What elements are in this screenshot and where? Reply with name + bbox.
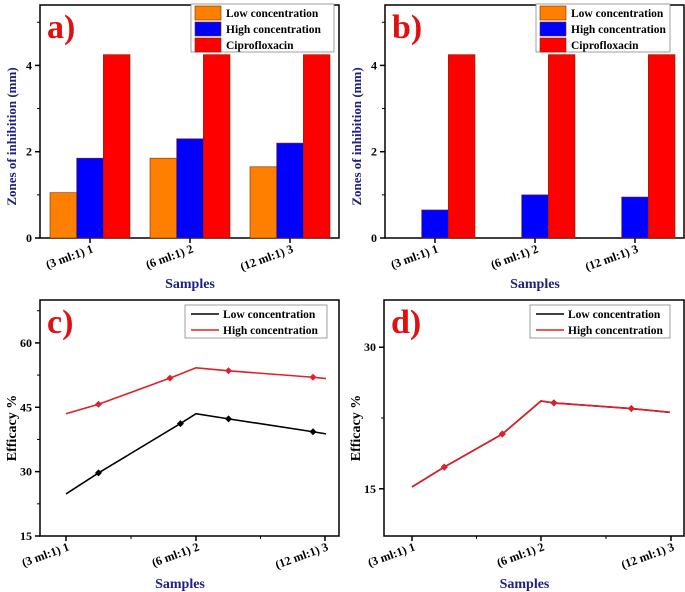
data-point-marker <box>309 428 317 436</box>
bar-ciprofloxacin <box>648 54 676 239</box>
data-point-marker <box>550 399 558 407</box>
legend-label: Low concentration <box>571 8 664 20</box>
legend: Low concentration High concentration <box>184 304 328 339</box>
y-tick-label: 0 <box>371 231 377 245</box>
legend-label: High concentration <box>568 325 663 337</box>
panel-label: b) <box>392 9 422 46</box>
y-tick-label: 15 <box>364 482 376 496</box>
panel-a: 0 2 4 (3 ml:1) 1 (6 ml:1) 2 (12 ml:1) 3 Sample… <box>4 3 340 292</box>
bar-ciprofloxacin <box>448 54 476 239</box>
legend-swatch <box>194 5 222 21</box>
y-axis-title: Efficacy % <box>5 395 20 461</box>
legend-swatch <box>539 5 567 21</box>
x-tick-label: (3 ml:1) 1 <box>44 242 95 272</box>
data-point-marker <box>166 374 174 382</box>
data-point-marker <box>95 400 102 408</box>
x-tick-label: (12 ml:1) 3 <box>583 242 640 274</box>
legend-label: Ciprofloxacin <box>226 40 294 52</box>
y-tick-label: 60 <box>20 336 32 350</box>
y-tick-label: 2 <box>371 145 377 159</box>
y-tick-label: 30 <box>20 465 32 479</box>
y-axis-title: Zones of inhibition (mm) <box>4 67 19 205</box>
line-high-concentration <box>65 366 327 415</box>
bar-high-concentration <box>521 194 549 239</box>
legend: Low concentration High concentration Cipro… <box>535 3 671 53</box>
legend-label: Low concentration <box>226 8 319 20</box>
bar-ciprofloxacin <box>303 54 331 239</box>
x-axis-title: Samples <box>510 277 560 292</box>
panel-label: c) <box>47 304 73 341</box>
panel-c: 15 30 45 60 (3 ml:1) 1 (6 ml:1) 2 (12 ml:1) 3 S… <box>5 299 340 592</box>
legend-label: High concentration <box>223 325 318 337</box>
x-axis-title: Samples <box>165 277 215 292</box>
data-point-marker <box>176 420 184 428</box>
panel-b: 0 2 4 (3 ml:1) 1 (6 ml:1) 2 (12 ml:1) 3 Sample… <box>349 3 685 292</box>
data-point-marker <box>309 373 317 381</box>
bar-ciprofloxacin <box>103 54 131 239</box>
x-tick-label: (12 ml:1) 3 <box>238 242 295 274</box>
bar-low-concentration <box>49 192 77 239</box>
legend-label: Low concentration <box>223 309 316 321</box>
y-tick-label: 0 <box>26 231 32 245</box>
x-axis-title: Samples <box>155 577 205 592</box>
x-tick-label: (3 ml:1) 1 <box>389 242 440 272</box>
x-tick-label: (6 ml:1) 2 <box>495 540 546 570</box>
bar-ciprofloxacin <box>203 54 231 239</box>
bar-high-concentration <box>276 142 304 239</box>
bar-high-concentration <box>621 196 649 239</box>
y-tick-label: 15 <box>20 529 32 543</box>
legend-box <box>529 304 671 339</box>
x-tick-label: (6 ml:1) 2 <box>489 242 540 272</box>
legend-swatch <box>539 37 567 53</box>
line-low-concentration <box>65 412 327 495</box>
panel-label: d) <box>391 304 421 341</box>
data-point-marker <box>225 415 232 423</box>
bar-high-concentration <box>176 138 204 239</box>
x-axis-title: Samples <box>500 577 550 592</box>
panel-d: 15 30 (3 ml:1) 1 (6 ml:1) 2 (12 ml:1) 3 Sampl… <box>349 299 685 592</box>
bar-low-concentration <box>149 157 177 239</box>
legend-label: High concentration <box>571 24 666 36</box>
legend: Low concentration High concentration <box>529 304 671 339</box>
y-axis-title: Efficacy % <box>349 395 364 461</box>
bar-ciprofloxacin <box>548 54 576 239</box>
legend-swatch <box>194 21 222 37</box>
x-tick-label: (12 ml:1) 3 <box>273 540 330 572</box>
x-tick-label: (12 ml:1) 3 <box>619 540 676 572</box>
legend-label: High concentration <box>226 24 321 36</box>
data-point-marker <box>95 469 102 477</box>
data-point-marker <box>498 430 506 438</box>
legend: Low concentration High concentration Cipro… <box>190 3 335 53</box>
x-tick-label: (6 ml:1) 2 <box>144 242 195 272</box>
bar-high-concentration <box>421 209 449 239</box>
y-tick-label: 4 <box>26 58 32 72</box>
data-point-marker <box>440 463 448 471</box>
legend-label: Ciprofloxacin <box>571 40 639 52</box>
legend-box <box>184 304 328 339</box>
bar-low-concentration <box>249 166 277 239</box>
y-tick-label: 2 <box>26 145 32 159</box>
line-low-concentration <box>411 400 671 488</box>
data-point-marker <box>627 405 635 413</box>
y-axis-title: Zones of inhibition (mm) <box>349 67 364 205</box>
y-tick-label: 30 <box>364 340 376 354</box>
bar-high-concentration <box>76 157 104 239</box>
y-tick-label: 45 <box>20 400 32 414</box>
plot-frame <box>39 299 340 537</box>
x-tick-label: (3 ml:1) 1 <box>20 540 71 570</box>
data-point-marker <box>225 367 232 375</box>
panel-label: a) <box>47 9 75 46</box>
legend-label: Low concentration <box>568 309 661 321</box>
legend-swatch <box>539 21 567 37</box>
x-tick-label: (3 ml:1) 1 <box>366 540 417 570</box>
line-high-concentration <box>411 400 671 488</box>
legend-swatch <box>194 37 222 53</box>
y-tick-label: 4 <box>371 58 377 72</box>
x-tick-label: (6 ml:1) 2 <box>150 540 201 570</box>
